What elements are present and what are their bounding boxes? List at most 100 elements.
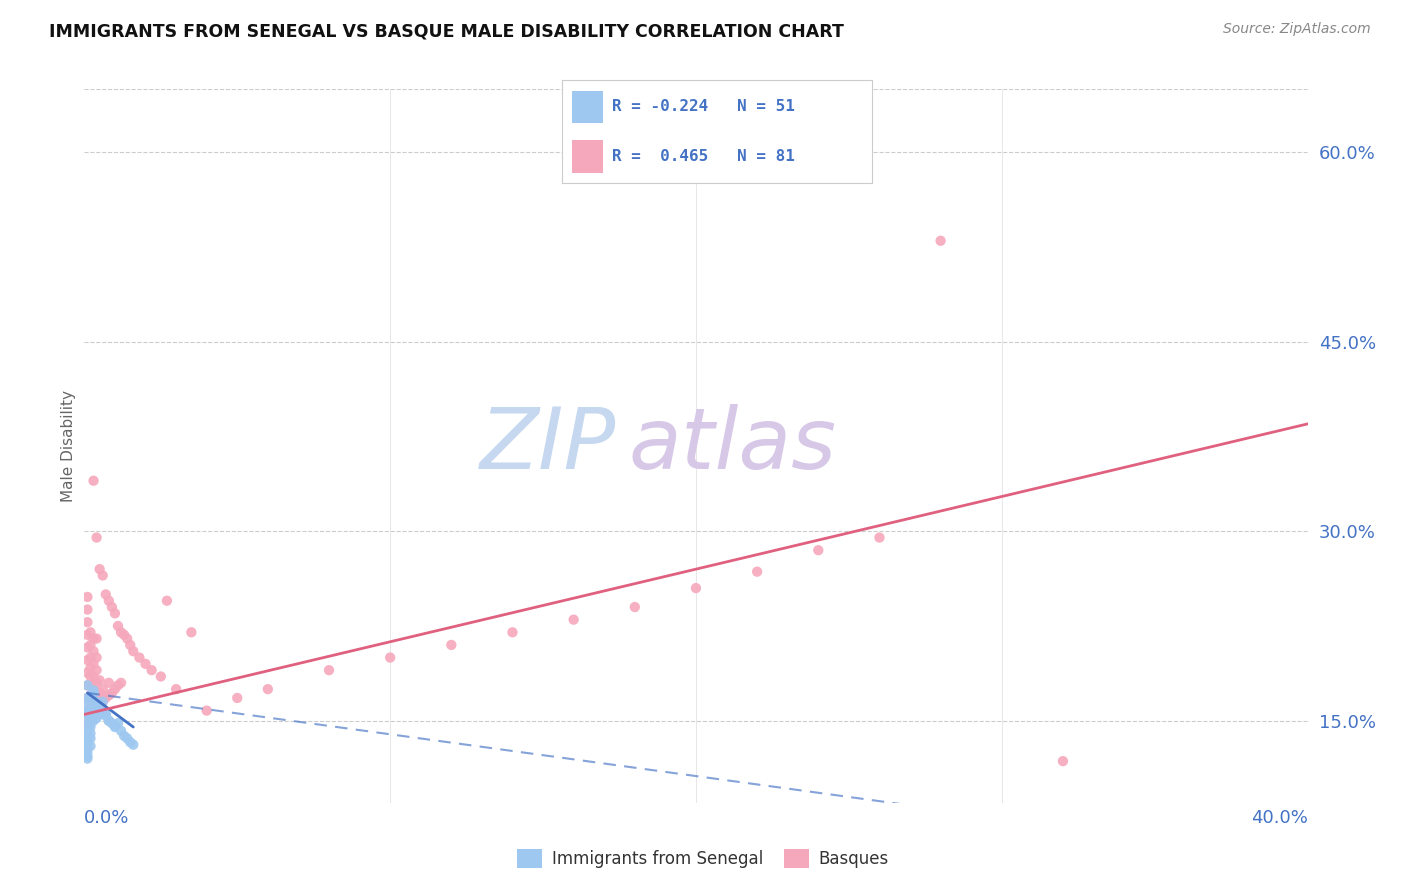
Point — [502, 625, 524, 640]
Point — [89, 698, 111, 713]
Point — [135, 657, 157, 671]
Point — [929, 234, 952, 248]
Point — [76, 615, 98, 630]
Point — [94, 708, 117, 723]
Point — [76, 707, 98, 722]
Point — [97, 714, 120, 728]
Point — [86, 711, 108, 725]
Point — [149, 669, 172, 683]
Point — [79, 650, 101, 665]
Point — [110, 625, 132, 640]
Point — [86, 675, 108, 690]
Bar — [572, 91, 603, 123]
Point — [89, 673, 111, 688]
Point — [79, 720, 101, 734]
Point — [76, 590, 98, 604]
Point — [107, 716, 129, 731]
Point — [83, 474, 105, 488]
Point — [76, 602, 98, 616]
Point — [104, 682, 127, 697]
Point — [79, 698, 101, 713]
Text: atlas: atlas — [628, 404, 837, 488]
Point — [101, 600, 124, 615]
Text: Source: ZipAtlas.com: Source: ZipAtlas.com — [1223, 22, 1371, 37]
Point — [91, 568, 114, 582]
Point — [86, 632, 108, 646]
Legend: Immigrants from Senegal, Basques: Immigrants from Senegal, Basques — [510, 842, 896, 875]
Point — [104, 720, 127, 734]
Point — [76, 665, 98, 680]
Point — [83, 686, 105, 700]
Point — [318, 663, 340, 677]
Point — [112, 729, 135, 743]
Point — [624, 600, 647, 615]
Point — [120, 735, 142, 749]
Point — [104, 719, 127, 733]
Point — [440, 638, 463, 652]
Point — [685, 581, 707, 595]
Point — [83, 682, 105, 697]
Point — [195, 704, 218, 718]
Point — [165, 682, 187, 697]
Point — [86, 701, 108, 715]
Point — [76, 690, 98, 705]
Point — [97, 689, 120, 703]
Text: 0.0%: 0.0% — [84, 809, 129, 827]
Point — [115, 632, 138, 646]
Point — [76, 716, 98, 731]
Point — [94, 587, 117, 601]
Text: IMMIGRANTS FROM SENEGAL VS BASQUE MALE DISABILITY CORRELATION CHART: IMMIGRANTS FROM SENEGAL VS BASQUE MALE D… — [49, 22, 844, 40]
Point — [79, 660, 101, 674]
Point — [110, 675, 132, 690]
Point — [91, 695, 114, 709]
Point — [83, 632, 105, 646]
Point — [79, 716, 101, 731]
Point — [76, 698, 98, 713]
Text: ZIP: ZIP — [481, 404, 616, 488]
Point — [76, 729, 98, 743]
Point — [562, 613, 585, 627]
Point — [101, 716, 124, 731]
Point — [76, 704, 98, 718]
Point — [89, 707, 111, 722]
Point — [79, 678, 101, 692]
Point — [747, 565, 769, 579]
Point — [807, 543, 830, 558]
Point — [120, 638, 142, 652]
Point — [107, 619, 129, 633]
Point — [79, 689, 101, 703]
Point — [79, 690, 101, 705]
Point — [180, 625, 202, 640]
Point — [97, 675, 120, 690]
Point — [79, 625, 101, 640]
Point — [91, 704, 114, 718]
Y-axis label: Male Disability: Male Disability — [60, 390, 76, 502]
Bar — [572, 140, 603, 173]
Point — [83, 683, 105, 698]
Point — [76, 720, 98, 734]
Point — [79, 707, 101, 722]
Point — [89, 704, 111, 718]
Text: R = -0.224   N = 51: R = -0.224 N = 51 — [612, 99, 794, 114]
Point — [110, 723, 132, 738]
Point — [115, 731, 138, 746]
Point — [86, 531, 108, 545]
Point — [86, 695, 108, 709]
Point — [83, 707, 105, 722]
Point — [226, 690, 249, 705]
Text: 40.0%: 40.0% — [1251, 809, 1308, 827]
Point — [79, 739, 101, 753]
Point — [83, 669, 105, 683]
Point — [1052, 754, 1074, 768]
Point — [91, 695, 114, 709]
Point — [257, 682, 280, 697]
Point — [380, 650, 402, 665]
Point — [83, 704, 105, 718]
Point — [89, 562, 111, 576]
Point — [76, 690, 98, 705]
Point — [141, 663, 163, 677]
Point — [122, 644, 145, 658]
Point — [76, 745, 98, 759]
Point — [86, 663, 108, 677]
Point — [76, 751, 98, 765]
